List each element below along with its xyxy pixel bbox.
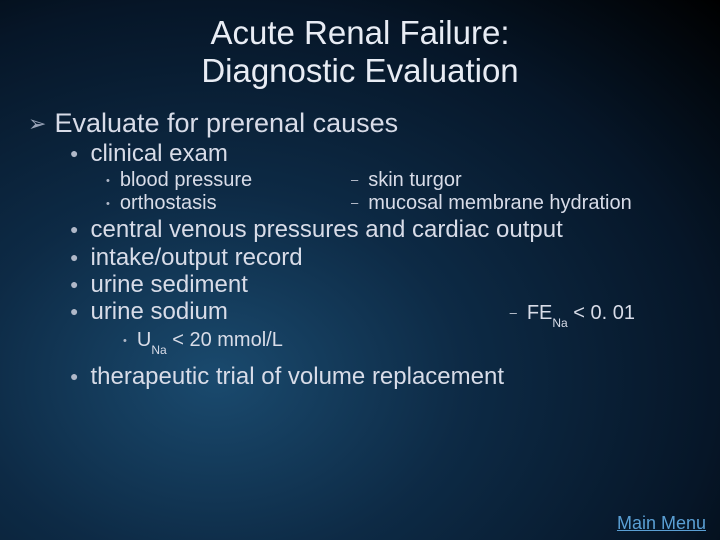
bullet-icon: ● xyxy=(70,303,78,319)
bullet-icon: ● xyxy=(70,145,78,161)
item-cvp: ● central venous pressures and cardiac o… xyxy=(70,217,700,243)
heading-text: Evaluate for prerenal causes xyxy=(54,108,398,139)
ortho-text: orthostasis xyxy=(120,192,217,215)
bullet-icon: ● xyxy=(70,221,78,237)
fena-item: – FENa < 0. 01 xyxy=(510,302,635,327)
slide-content: ➢ Evaluate for prerenal causes ● clinica… xyxy=(0,90,720,391)
bullet-icon: ● xyxy=(70,249,78,265)
item-io: ● intake/output record xyxy=(70,245,700,271)
cvp-text: central venous pressures and cardiac out… xyxy=(90,217,562,243)
item-sediment: ● urine sediment xyxy=(70,272,700,298)
sub-una: • UNa < 20 mmol/L xyxy=(123,329,700,354)
sub-turgor: – skin turgor xyxy=(351,169,700,192)
mucosal-text: mucosal membrane hydration xyxy=(368,192,631,215)
heading-row: ➢ Evaluate for prerenal causes xyxy=(28,108,700,139)
sub-mucosal: – mucosal membrane hydration xyxy=(351,192,700,215)
title-line-2: Diagnostic Evaluation xyxy=(0,52,720,90)
sodium-text: urine sodium xyxy=(90,299,227,325)
arrow-icon: ➢ xyxy=(28,111,46,137)
main-menu-link[interactable]: Main Menu xyxy=(617,513,706,534)
slide-title: Acute Renal Failure: Diagnostic Evaluati… xyxy=(0,0,720,90)
fena-text: FENa < 0. 01 xyxy=(527,302,635,327)
dash-icon: – xyxy=(351,172,358,187)
bullet-icon: ● xyxy=(70,368,78,384)
item-clinical-exam: ● clinical exam xyxy=(70,141,700,167)
bullet-icon: • xyxy=(106,198,110,210)
una-text: UNa < 20 mmol/L xyxy=(137,329,283,354)
sub-ortho: • orthostasis xyxy=(106,192,351,215)
bullet-icon: • xyxy=(123,335,127,347)
clinical-exam-text: clinical exam xyxy=(90,141,227,167)
sediment-text: urine sediment xyxy=(90,272,247,298)
item-therapeutic: ● therapeutic trial of volume replacemen… xyxy=(70,364,700,390)
dash-icon: – xyxy=(351,195,358,210)
title-line-1: Acute Renal Failure: xyxy=(0,14,720,52)
sub-bp: • blood pressure xyxy=(106,169,351,192)
dash-icon: – xyxy=(510,305,517,320)
bullet-icon: ● xyxy=(70,276,78,292)
io-text: intake/output record xyxy=(90,245,302,271)
turgor-text: skin turgor xyxy=(368,169,461,192)
clinical-exam-subitems: • blood pressure – skin turgor • orthost… xyxy=(106,169,700,215)
bullet-icon: • xyxy=(106,175,110,187)
bp-text: blood pressure xyxy=(120,169,252,192)
therapeutic-text: therapeutic trial of volume replacement xyxy=(90,364,504,390)
item-sodium: ● urine sodium – FENa < 0. 01 xyxy=(70,299,700,327)
